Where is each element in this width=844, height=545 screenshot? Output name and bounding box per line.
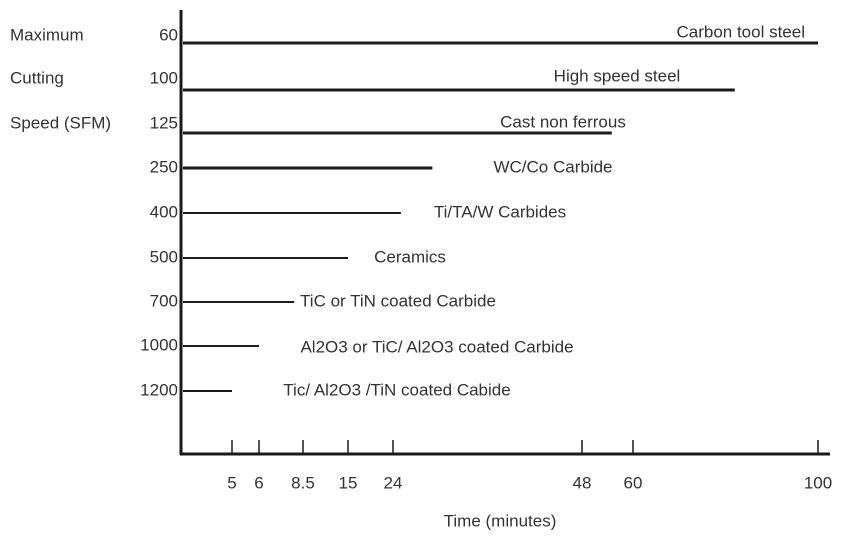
bar-label: Carbon tool steel	[676, 22, 805, 41]
y-tick-label: 1200	[140, 380, 178, 399]
bar-label: Al2O3 or TiC/ Al2O3 coated Carbide	[300, 337, 573, 356]
bar-label: Ti/TA/W Carbides	[434, 202, 566, 221]
x-tick-label: 60	[624, 473, 643, 492]
y-tick-label: 400	[150, 202, 178, 221]
bar-label: WC/Co Carbide	[493, 157, 612, 176]
chart: Maximum Cutting Speed (SFM) Time (minute…	[0, 0, 844, 540]
y-axis-label: Maximum	[10, 25, 84, 44]
y-tick-label: 700	[150, 291, 178, 310]
y-tick-label: 60	[159, 25, 178, 44]
bar-label: Tic/ Al2O3 /TiN coated Cabide	[283, 380, 510, 399]
x-tick-label: 100	[804, 473, 832, 492]
y-tick-label: 125	[150, 113, 178, 132]
y-tick-label: 500	[150, 247, 178, 266]
x-tick-label: 24	[384, 473, 403, 492]
y-tick-label: 100	[150, 68, 178, 87]
bar-label: High speed steel	[554, 66, 681, 85]
x-tick-label: 48	[573, 473, 592, 492]
bar-label: Cast non ferrous	[500, 112, 626, 131]
x-tick-label: 5	[227, 473, 236, 492]
y-axis-label: Speed (SFM)	[10, 113, 111, 132]
y-tick-label: 250	[150, 157, 178, 176]
y-tick-label: 1000	[140, 335, 178, 354]
bar-label: Ceramics	[374, 247, 446, 266]
bar-label: TiC or TiN coated Carbide	[300, 291, 496, 310]
x-axis-label: Time (minutes)	[444, 511, 557, 530]
y-axis-label: Cutting	[10, 68, 64, 87]
x-tick-label: 15	[339, 473, 358, 492]
x-tick-label: 8.5	[291, 473, 315, 492]
x-tick-label: 6	[254, 473, 263, 492]
